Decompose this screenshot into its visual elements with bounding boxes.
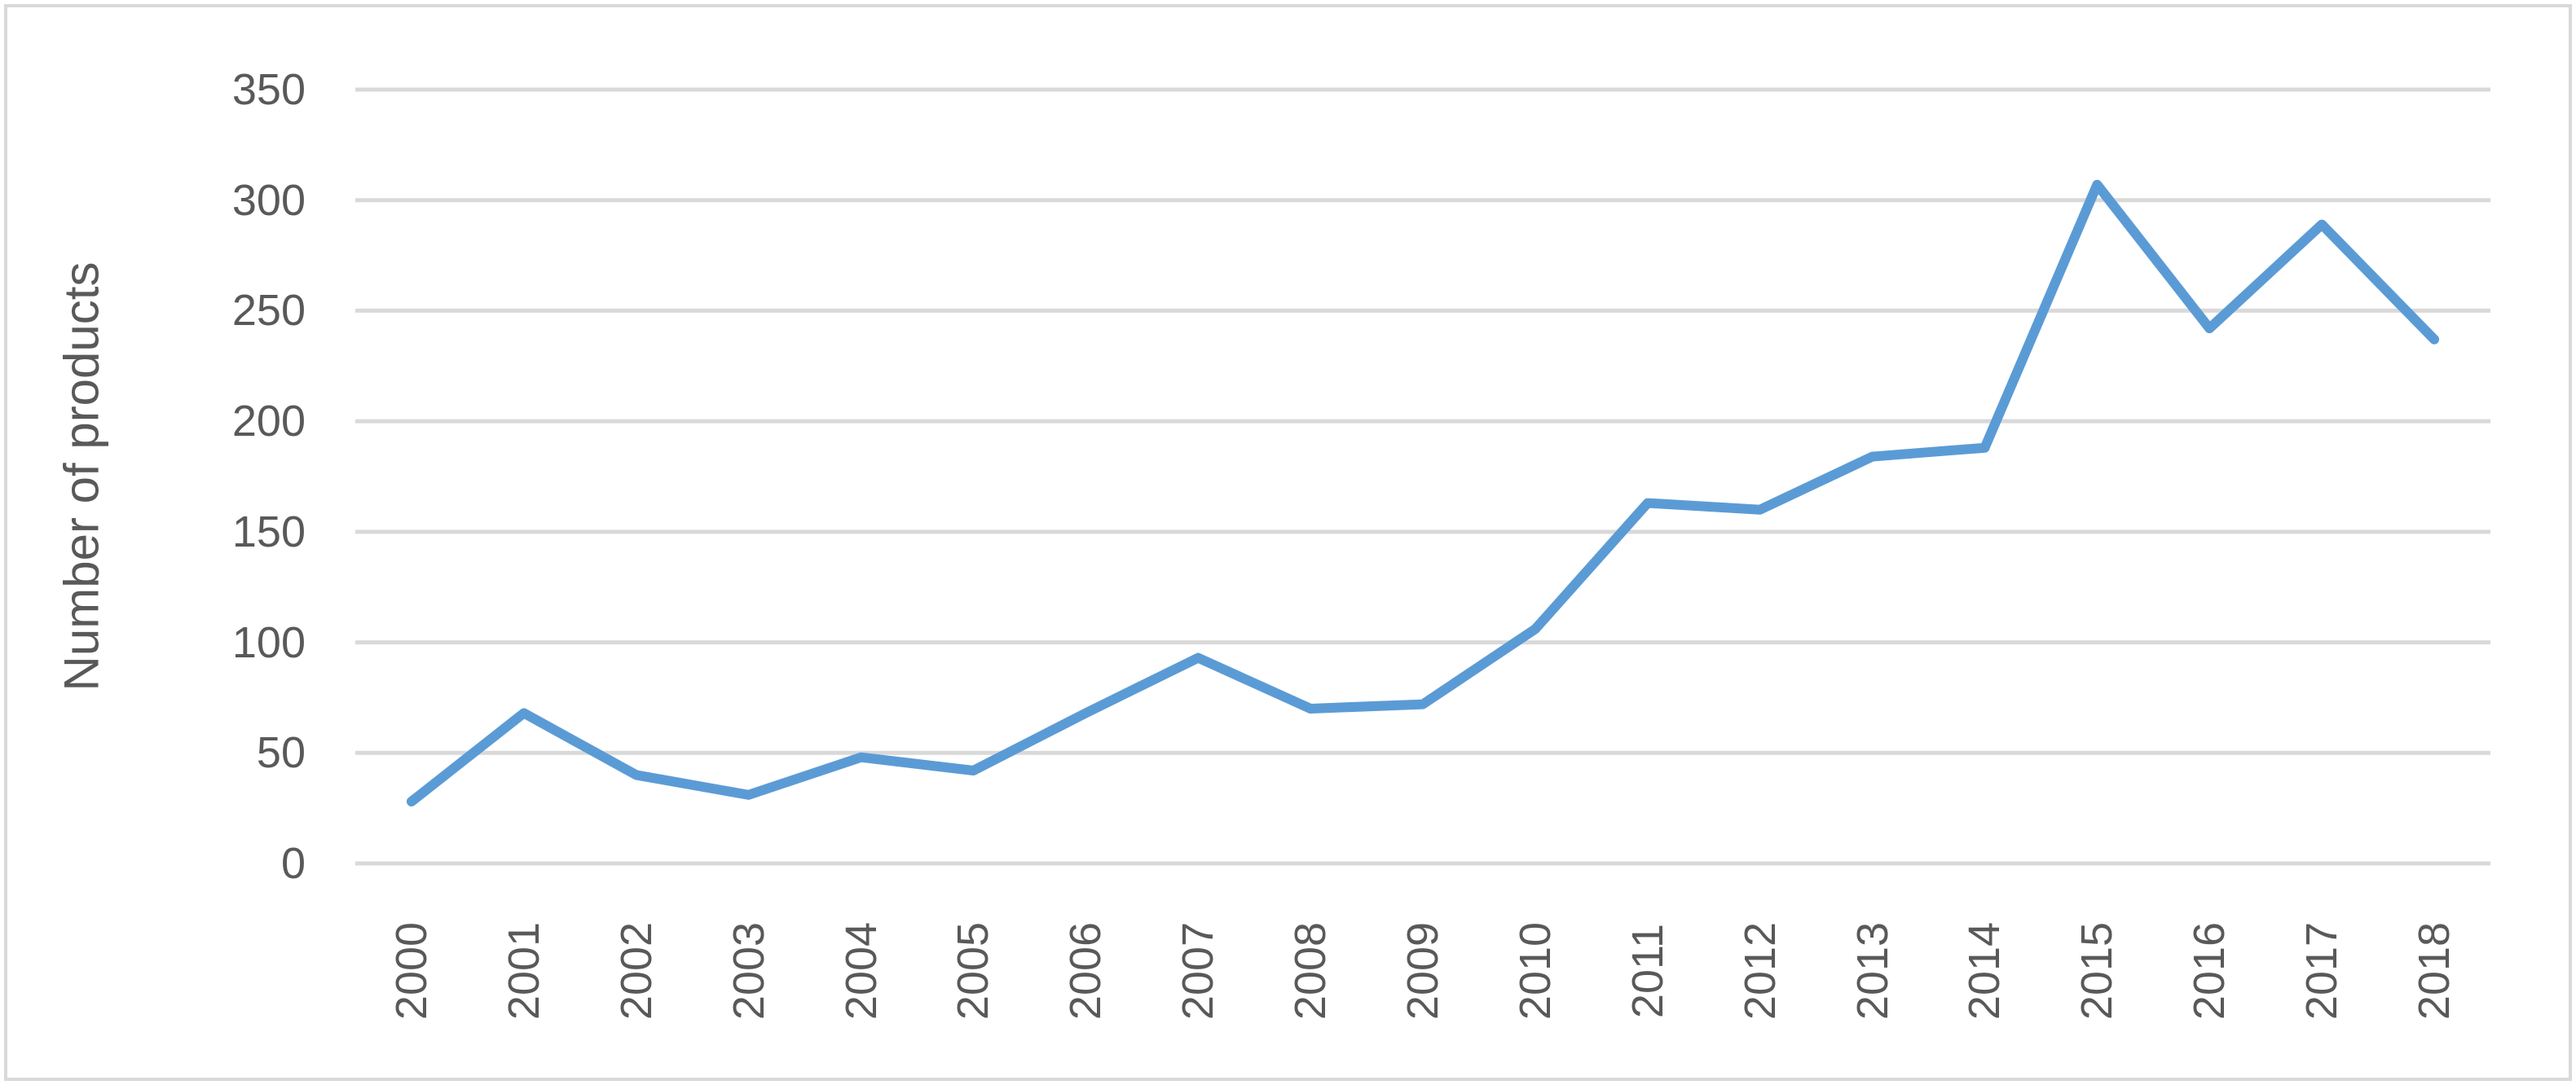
x-tick-label: 2003 xyxy=(724,921,773,1021)
y-tick-label: 250 xyxy=(231,286,306,336)
x-tick-label: 2018 xyxy=(2410,921,2459,1021)
data-series-line xyxy=(406,179,2440,806)
x-tick-label: 2001 xyxy=(499,921,548,1021)
x-tick-label: 2004 xyxy=(836,921,886,1021)
x-tick-label: 2014 xyxy=(1960,921,2010,1021)
x-tick-label: 2009 xyxy=(1398,921,1447,1021)
x-tick-label: 2011 xyxy=(1623,923,1672,1019)
y-tick-label: 0 xyxy=(280,839,306,888)
x-tick-label: 2008 xyxy=(1286,921,1336,1021)
y-tick-label: 200 xyxy=(231,397,306,446)
x-tick-label: 2010 xyxy=(1510,921,1560,1021)
x-tick-label: 2013 xyxy=(1847,921,1897,1021)
x-tick-label: 2005 xyxy=(949,921,998,1021)
x-tick-label: 2006 xyxy=(1061,921,1111,1021)
x-tick-label: 2007 xyxy=(1174,921,1223,1021)
x-tick-label: 2000 xyxy=(386,921,436,1021)
x-tick-label: 2012 xyxy=(1735,921,1785,1021)
x-tick-label: 2015 xyxy=(2072,921,2122,1021)
y-tick-label: 350 xyxy=(231,65,306,114)
x-tick-label: 2016 xyxy=(2185,921,2235,1021)
y-tick-label: 300 xyxy=(231,175,306,225)
y-tick-label: 50 xyxy=(256,728,306,778)
y-tick-label: 150 xyxy=(231,507,306,556)
chart-border xyxy=(4,4,2572,1081)
x-tick-label: 2017 xyxy=(2297,921,2347,1021)
y-tick-label: 100 xyxy=(231,617,306,667)
x-tick-label: 2002 xyxy=(611,921,661,1021)
